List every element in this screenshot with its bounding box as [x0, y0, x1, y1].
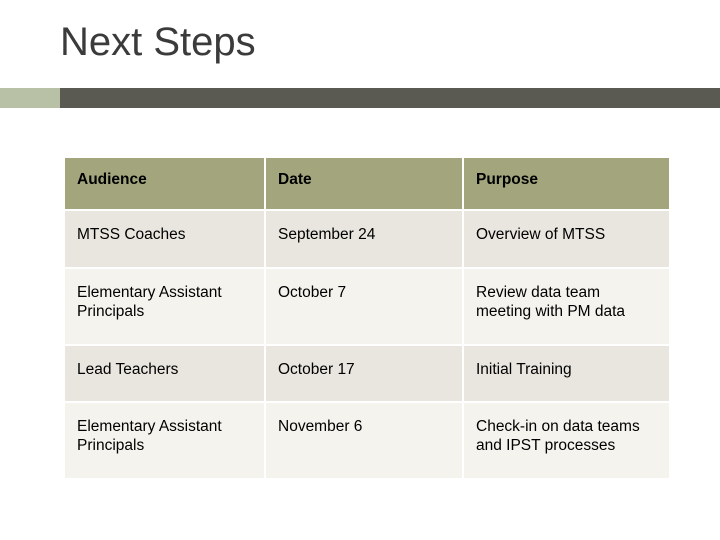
col-header-date: Date — [265, 158, 463, 210]
slide: Next Steps Audience Date Purpose MTSS Co… — [0, 0, 720, 540]
table-row: MTSS Coaches September 24 Overview of MT… — [65, 210, 669, 267]
table-header-row: Audience Date Purpose — [65, 158, 669, 210]
cell-audience: Lead Teachers — [65, 345, 265, 402]
cell-purpose: Overview of MTSS — [463, 210, 669, 267]
cell-purpose: Check-in on data teams and IPST processe… — [463, 402, 669, 479]
cell-purpose: Initial Training — [463, 345, 669, 402]
cell-purpose: Review data team meeting with PM data — [463, 268, 669, 345]
title-separator-bar — [60, 88, 720, 108]
cell-date: October 7 — [265, 268, 463, 345]
title-separator-accent — [0, 88, 60, 108]
table-row: Lead Teachers October 17 Initial Trainin… — [65, 345, 669, 402]
cell-date: November 6 — [265, 402, 463, 479]
cell-date: October 17 — [265, 345, 463, 402]
next-steps-table: Audience Date Purpose MTSS Coaches Septe… — [65, 158, 669, 480]
cell-date: September 24 — [265, 210, 463, 267]
title-separator — [0, 88, 720, 108]
cell-audience: MTSS Coaches — [65, 210, 265, 267]
col-header-purpose: Purpose — [463, 158, 669, 210]
col-header-audience: Audience — [65, 158, 265, 210]
slide-title: Next Steps — [60, 20, 256, 65]
cell-audience: Elementary Assistant Principals — [65, 268, 265, 345]
table-row: Elementary Assistant Principals October … — [65, 268, 669, 345]
table-row: Elementary Assistant Principals November… — [65, 402, 669, 479]
table-body: MTSS Coaches September 24 Overview of MT… — [65, 210, 669, 478]
cell-audience: Elementary Assistant Principals — [65, 402, 265, 479]
